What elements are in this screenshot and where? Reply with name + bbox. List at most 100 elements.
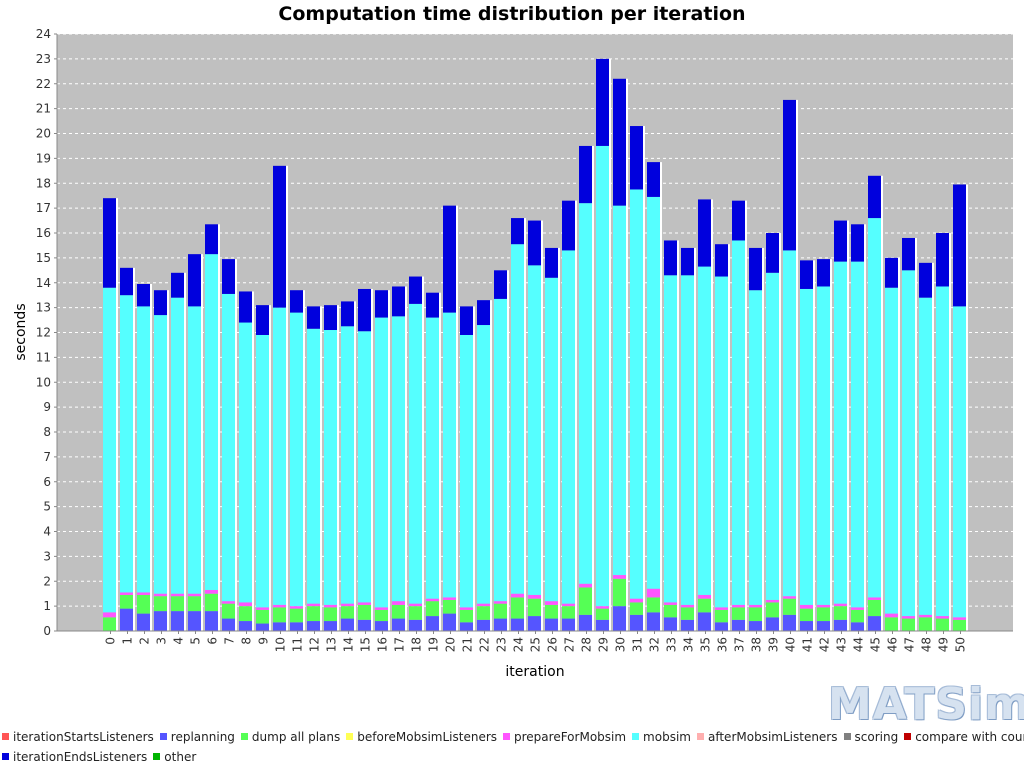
x-tick-label: 20 xyxy=(444,637,458,652)
bar-segment xyxy=(664,240,677,276)
bar-segment xyxy=(120,594,133,609)
legend-swatch xyxy=(696,733,704,740)
bar-segment xyxy=(613,578,626,607)
bar-segment xyxy=(324,330,337,605)
bar-segment xyxy=(528,594,541,599)
legend-item: afterMobsimListeners xyxy=(696,727,838,747)
bar-segment xyxy=(154,596,167,612)
bar-segment xyxy=(579,203,592,584)
legend-label: iterationStartsListeners xyxy=(13,730,154,744)
x-tick-label: 31 xyxy=(631,637,645,652)
bar-segment xyxy=(171,596,184,612)
legend-label: mobsim xyxy=(643,730,691,744)
bar-segment xyxy=(766,599,779,603)
bar-segment xyxy=(273,165,286,308)
bar-segment xyxy=(477,300,490,326)
bar-segment xyxy=(290,608,303,623)
bar-segment xyxy=(154,290,167,316)
bar-segment xyxy=(511,597,524,619)
x-tick-label: 33 xyxy=(665,637,679,652)
x-tick-label: 7 xyxy=(223,637,237,645)
y-tick-label: 13 xyxy=(36,301,51,315)
bar-segment xyxy=(562,250,575,604)
bar-segment xyxy=(715,607,728,610)
bar-segment xyxy=(392,601,405,605)
y-tick-label: 2 xyxy=(43,574,51,588)
x-tick-label: 3 xyxy=(155,637,169,645)
x-tick-label: 29 xyxy=(597,637,611,652)
bar-segment xyxy=(358,288,371,332)
bar-segment xyxy=(715,609,728,623)
x-tick-label: 32 xyxy=(648,637,662,652)
legend-item: dump all plans xyxy=(240,727,340,747)
bar-separator xyxy=(320,306,322,631)
bar-segment xyxy=(494,603,507,619)
bar-segment xyxy=(953,619,966,631)
bar-segment xyxy=(919,614,932,618)
bar-segment xyxy=(851,261,864,608)
bar-segment xyxy=(409,603,422,607)
bar-segment xyxy=(307,606,320,622)
bar-segment xyxy=(392,286,405,317)
bar-segment xyxy=(137,594,150,614)
legend: iterationStartsListeners replanning dump a… xyxy=(2,727,1024,767)
bar-segment xyxy=(613,575,626,579)
y-tick-label: 14 xyxy=(36,276,51,290)
x-tick-label: 38 xyxy=(750,637,764,652)
bar-separator xyxy=(643,126,645,631)
bar-segment xyxy=(868,175,881,219)
bar-segment xyxy=(239,606,252,622)
bar-segment xyxy=(358,602,371,605)
legend-swatch xyxy=(503,733,511,740)
bar-segment xyxy=(749,247,762,291)
bar-separator xyxy=(728,244,730,631)
bar-segment xyxy=(800,260,813,289)
bar-segment xyxy=(426,292,439,318)
x-tick-label: 19 xyxy=(427,637,441,652)
x-tick-label: 21 xyxy=(461,637,475,652)
bar-segment xyxy=(137,283,150,307)
bar-segment xyxy=(868,597,881,600)
bar-separator xyxy=(405,286,407,631)
bar-segment xyxy=(443,205,456,313)
y-tick-label: 8 xyxy=(43,425,51,439)
bar-segment xyxy=(392,316,405,602)
bar-segment xyxy=(783,598,796,615)
bar-segment xyxy=(375,607,388,610)
bar-separator xyxy=(966,184,968,631)
bar-segment xyxy=(936,616,949,619)
bar-segment xyxy=(290,622,303,631)
bar-segment xyxy=(817,604,830,608)
bar-segment xyxy=(528,265,541,595)
bar-segment xyxy=(273,607,286,623)
bar-segment xyxy=(188,596,201,612)
bar-segment xyxy=(596,608,609,620)
bar-segment xyxy=(494,618,507,631)
legend-row: iterationStartsListeners replanning dump a… xyxy=(2,727,1024,747)
bar-segment xyxy=(205,224,218,255)
bar-segment xyxy=(239,322,252,603)
bar-segment xyxy=(647,588,660,598)
bar-segment xyxy=(766,602,779,618)
bar-segment xyxy=(749,604,762,608)
y-tick-label: 23 xyxy=(36,52,51,66)
bar-segment xyxy=(715,622,728,631)
bar-segment xyxy=(698,598,711,613)
legend-label: compare with counts xyxy=(915,730,1024,744)
bar-segment xyxy=(834,261,847,604)
bar-segment xyxy=(273,604,286,608)
bar-segment xyxy=(375,317,388,608)
y-tick-label: 21 xyxy=(36,102,51,116)
x-tick-label: 12 xyxy=(308,637,322,652)
x-tick-label: 47 xyxy=(903,637,917,652)
bar-separator xyxy=(558,247,560,632)
bar-separator xyxy=(847,220,849,631)
bar-segment xyxy=(766,233,779,273)
bar-segment xyxy=(171,272,184,298)
bar-segment xyxy=(341,618,354,631)
bar-separator xyxy=(371,288,373,631)
bar-separator xyxy=(456,205,458,631)
bar-segment xyxy=(630,598,643,603)
legend-swatch xyxy=(904,733,912,740)
